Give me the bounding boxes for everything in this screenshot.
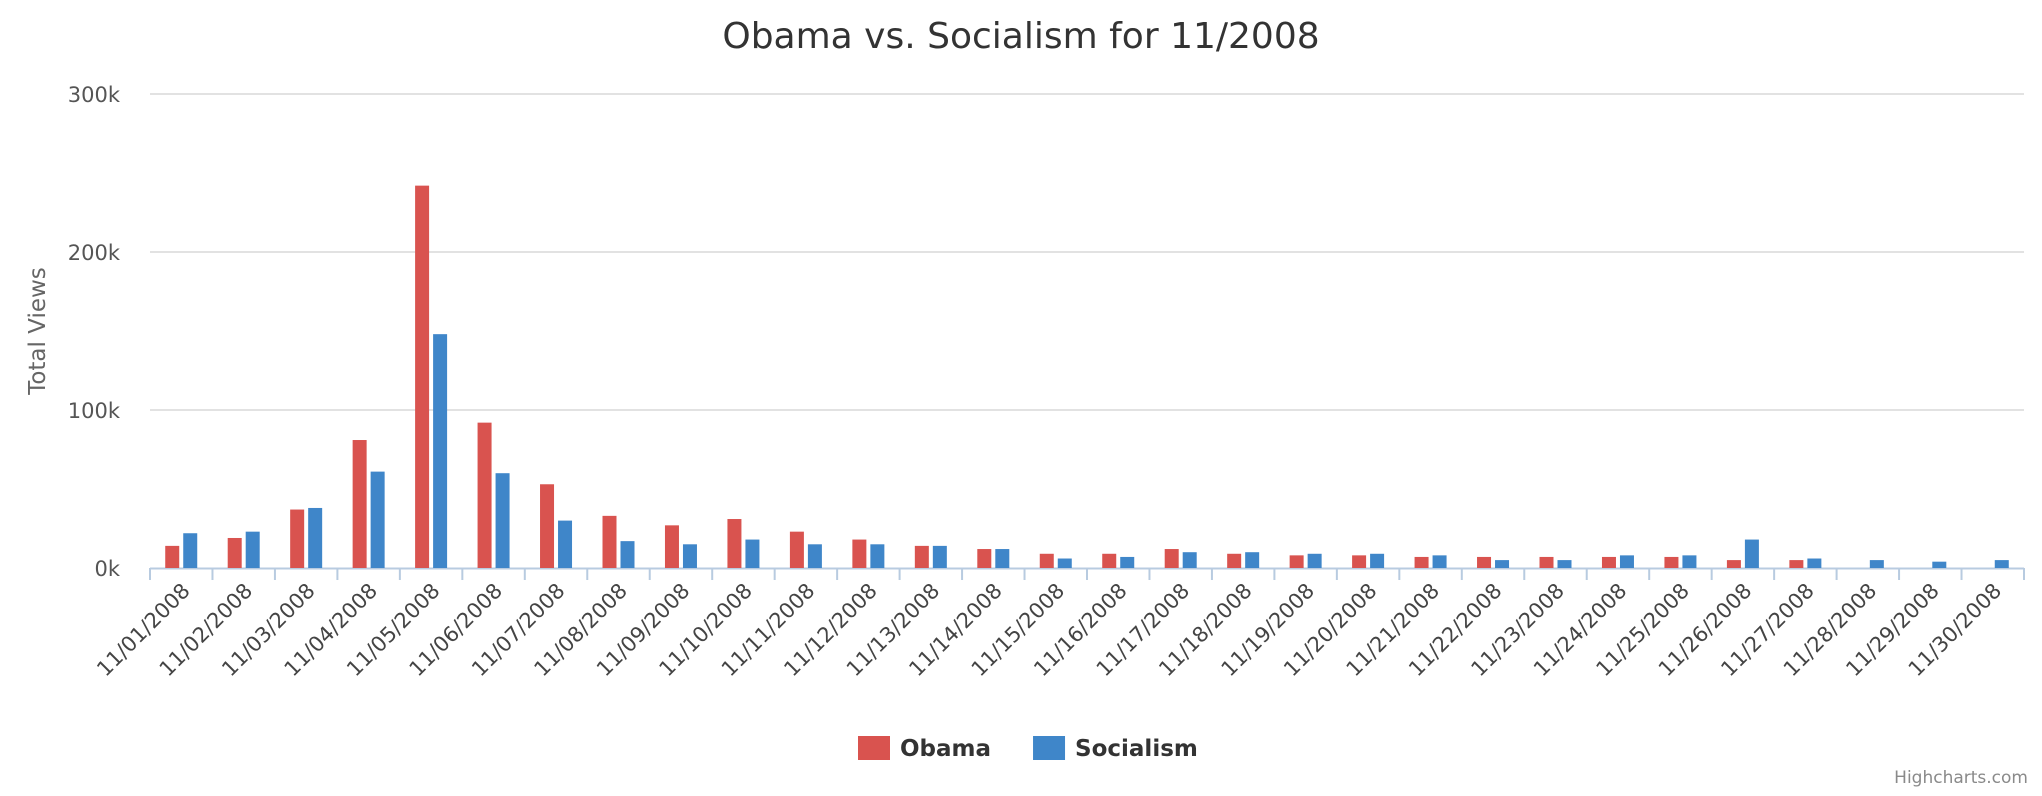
bar-obama	[602, 515, 617, 568]
bar-socialism	[807, 544, 822, 568]
bar-obama	[227, 537, 242, 568]
bar-socialism	[1869, 560, 1884, 568]
bar-socialism	[1682, 555, 1697, 568]
bar-socialism	[558, 520, 573, 568]
bar-socialism	[1807, 558, 1822, 568]
legend-item-socialism[interactable]: Socialism	[1075, 736, 1198, 762]
bar-socialism	[1245, 552, 1260, 568]
bar-obama	[1477, 556, 1492, 568]
bar-socialism	[745, 539, 760, 568]
credits-link[interactable]: Highcharts.com	[1894, 768, 2028, 788]
bar-socialism	[183, 533, 198, 568]
bar-obama	[977, 549, 992, 568]
bar-obama	[1164, 549, 1179, 568]
bar-socialism	[1495, 560, 1510, 568]
bar-obama	[1289, 555, 1304, 568]
bar-obama	[1664, 556, 1679, 568]
y-tick-label: 100k	[68, 399, 121, 423]
bar-obama	[477, 422, 492, 568]
bar-obama	[1601, 556, 1616, 568]
bar-socialism	[1182, 552, 1197, 568]
bar-socialism	[620, 541, 635, 568]
bar-obama	[789, 531, 804, 568]
bar-obama	[1539, 556, 1554, 568]
bar-obama	[1102, 553, 1117, 568]
bar-socialism	[1120, 556, 1135, 568]
y-tick-label: 0k	[94, 557, 120, 581]
legend-item-obama[interactable]: Obama	[900, 736, 991, 762]
legend-swatch-obama[interactable]	[858, 736, 890, 760]
bar-obama	[1227, 553, 1242, 568]
bar-socialism	[1370, 553, 1385, 568]
bar-obama	[352, 440, 367, 568]
y-axis-title: Total Views	[25, 267, 51, 396]
bar-obama	[290, 509, 305, 568]
chart-title: Obama vs. Socialism for 11/2008	[722, 16, 1319, 57]
bar-obama	[1726, 560, 1741, 568]
bar-socialism	[370, 471, 385, 568]
bar-obama	[1789, 560, 1804, 568]
y-tick-label: 200k	[68, 241, 121, 265]
bar-socialism	[995, 549, 1010, 568]
bar-socialism	[1744, 539, 1759, 568]
legend-swatch-socialism[interactable]	[1033, 736, 1066, 760]
bar-obama	[914, 545, 929, 568]
bar-socialism	[1307, 553, 1322, 568]
bar-socialism	[308, 507, 323, 568]
bar-obama	[415, 185, 430, 568]
bar-socialism	[433, 334, 448, 568]
bar-socialism	[1557, 560, 1572, 568]
bar-obama	[540, 484, 555, 568]
bar-socialism	[245, 531, 260, 568]
bar-obama	[1352, 555, 1367, 568]
bar-obama	[727, 519, 742, 568]
bar-socialism	[682, 544, 697, 568]
bar-socialism	[1932, 561, 1947, 568]
bar-socialism	[1994, 560, 2009, 568]
bar-obama	[1414, 556, 1429, 568]
bar-socialism	[1432, 555, 1447, 568]
bar-socialism	[870, 544, 885, 568]
bar-obama	[1039, 553, 1054, 568]
bar-socialism	[1619, 555, 1634, 568]
bar-obama	[165, 545, 180, 568]
bar-obama	[852, 539, 867, 568]
y-tick-label: 300k	[68, 83, 121, 107]
bar-obama	[664, 525, 679, 568]
bar-socialism	[932, 545, 947, 568]
bar-socialism	[1057, 558, 1072, 568]
bar-socialism	[495, 473, 510, 568]
